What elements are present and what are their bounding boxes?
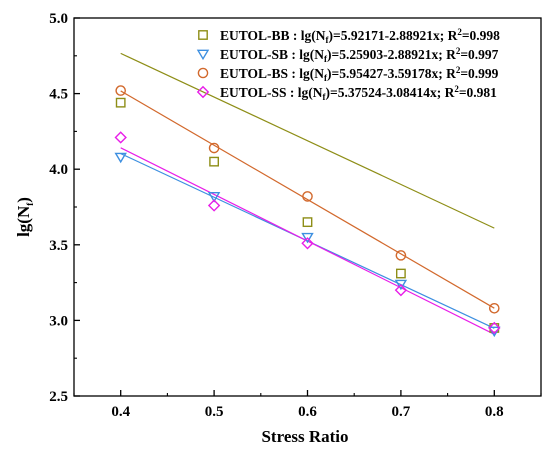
legend-text-part: 2 — [457, 27, 462, 37]
legend-text-part: EUTOL-BB — [220, 28, 290, 43]
point-eutol-ss-3 — [301, 237, 314, 250]
y-tick-label: 2.5 — [49, 389, 68, 405]
axes: 0.4 0.5 0.6 0.7 0.8 2.5 3.0 3.5 4.0 4.5 5.0 — [49, 11, 542, 420]
y-axis-title: lg(Nf) — [14, 197, 35, 237]
point-eutol-sb-4 — [394, 279, 408, 291]
point-eutol-ss-4 — [394, 283, 408, 297]
legend-text-part: =0.981 — [459, 85, 497, 100]
y-axis-title-main: lg(N — [14, 205, 33, 237]
point-eutol-ss-5 — [488, 321, 501, 335]
point-eutol-sb-1 — [114, 152, 127, 164]
legend-text-part: )=5.25903-2.88921x; R — [327, 47, 456, 62]
point-eutol-sb-3 — [301, 232, 314, 244]
y-tick-label: 4.0 — [49, 162, 68, 178]
y-tick-label: 5.0 — [49, 11, 68, 27]
legend-text-part: : lg(N — [288, 47, 324, 62]
y-tick-label: 3.5 — [49, 238, 68, 254]
point-eutol-bb-2 — [209, 156, 219, 167]
legend-text-part: =0.998 — [462, 28, 500, 43]
x-axis-title: Stress Ratio — [261, 427, 348, 446]
fit-line-eutol-bb — [120, 52, 495, 229]
point-eutol-bs-4 — [395, 250, 407, 261]
x-tick-label: 0.7 — [392, 404, 411, 420]
legend-entry-eutol-bs: EUTOL-BS : lg(Nf)=5.95427-3.59178x; R2=0… — [220, 65, 499, 83]
legend-text-part: EUTOL-SS — [220, 85, 287, 100]
point-eutol-bs-1 — [115, 85, 126, 96]
y-tick-label: 3.0 — [49, 313, 68, 329]
legend-marker-eutol-bb — [198, 30, 208, 40]
point-eutol-bs-3 — [302, 191, 313, 202]
legend-text-part: )=5.92171-2.88921x; R — [329, 28, 458, 43]
legend-text-part: : lg(N — [288, 66, 324, 81]
x-tick-label: 0.4 — [111, 404, 130, 420]
legend-text-part: EUTOL-BS — [220, 66, 288, 81]
point-eutol-bb-1 — [115, 97, 126, 108]
point-eutol-ss-1 — [114, 131, 127, 144]
legend-marker-eutol-ss — [196, 85, 210, 99]
legend-text-part: f — [323, 92, 327, 102]
point-eutol-sb-2 — [207, 192, 221, 203]
legend-text-part: 2 — [454, 84, 459, 94]
legend-marker-eutol-bs — [197, 67, 209, 79]
legend-marker-eutol-sb — [196, 49, 210, 61]
legend-text-part: )=5.95427-3.59178x; R — [327, 66, 456, 81]
point-eutol-bb-3 — [302, 217, 313, 228]
point-eutol-ss-2 — [207, 199, 221, 212]
y-tick-label: 4.5 — [49, 87, 68, 103]
x-tick-label: 0.6 — [298, 404, 317, 420]
x-tick-label: 0.5 — [205, 404, 224, 420]
legend-text-part: =0.999 — [460, 66, 498, 81]
legend-entry-eutol-sb: EUTOL-SB : lg(Nf)=5.25903-2.88921x; R2=0… — [220, 46, 499, 64]
legend-entry-eutol-bb: EUTOL-BB : lg(Nf)=5.92171-2.88921x; R2=0… — [220, 27, 500, 45]
legend-entry-eutol-ss: EUTOL-SS : lg(Nf)=5.37524-3.08414x; R2=0… — [220, 84, 497, 102]
legend-text-part: EUTOL-SB — [220, 47, 288, 62]
legend-text-part: 2 — [456, 46, 461, 56]
legend-text-part: )=5.37524-3.08414x; R — [326, 85, 455, 100]
legend-text-part: 2 — [456, 65, 461, 75]
legend: EUTOL-BB : lg(Nf)=5.92171-2.88921x; R2=0… — [196, 27, 500, 102]
data-markers — [114, 85, 501, 338]
legend-text-part: : lg(N — [287, 85, 323, 100]
fit-line-eutol-bs — [120, 90, 495, 309]
legend-text-part: f — [324, 73, 328, 83]
y-axis-title-close: ) — [14, 197, 33, 203]
point-eutol-bs-5 — [488, 303, 500, 314]
point-eutol-bs-2 — [208, 142, 220, 154]
x-tick-label: 0.8 — [485, 404, 504, 420]
y-axis-title-sub: f — [25, 202, 35, 206]
legend-text-part: =0.997 — [460, 47, 498, 62]
legend-text-part: f — [326, 35, 330, 45]
legend-text-part: : lg(N — [290, 28, 326, 43]
legend-text-part: f — [324, 54, 328, 64]
point-eutol-bb-4 — [396, 268, 406, 279]
